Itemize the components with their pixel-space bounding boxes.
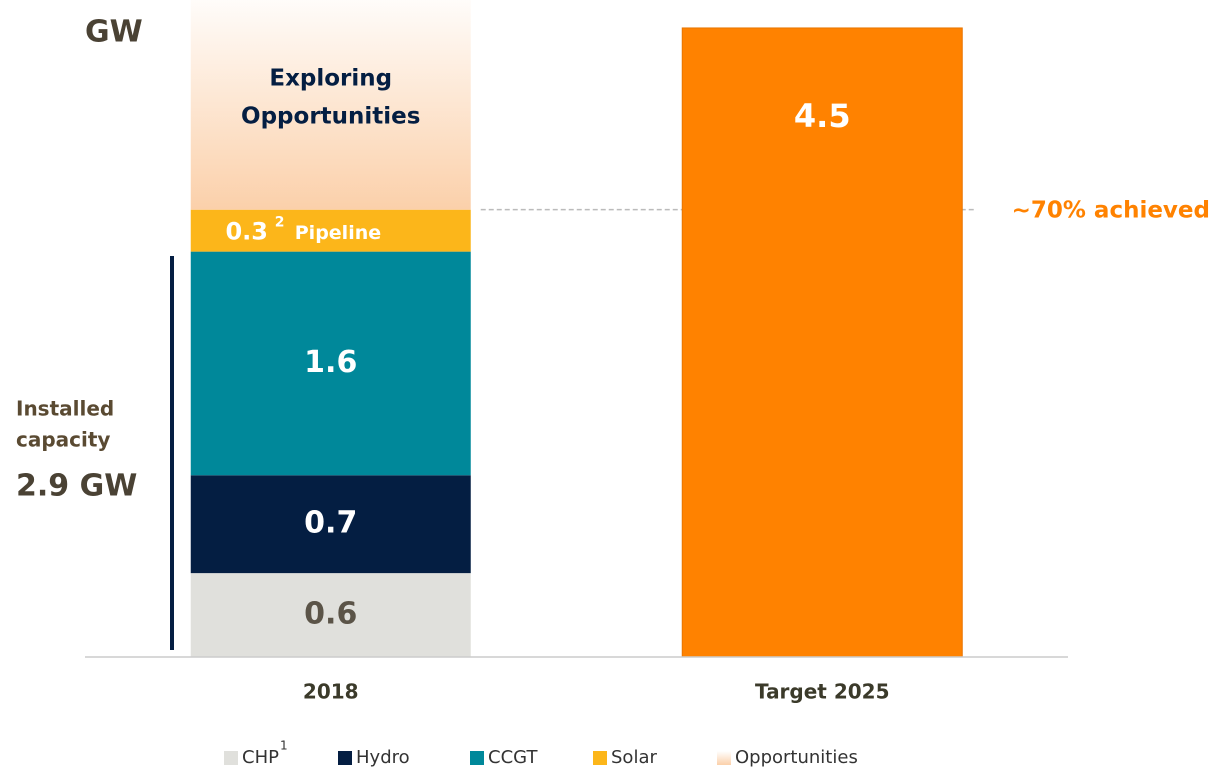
footnote: 2 [275, 215, 285, 231]
data-label: 0.3 [225, 218, 268, 246]
segment-annotation: Exploring [269, 65, 392, 91]
segment-annotation: Opportunities [241, 103, 420, 129]
installed-label: capacity [16, 428, 110, 452]
data-label: 0.7 [304, 506, 357, 541]
legend-swatch [224, 751, 238, 765]
data-label-suffix: Pipeline [295, 222, 381, 244]
x-tick-label: 2018 [303, 680, 359, 704]
bar-segment [190, 0, 471, 210]
data-label: 4.5 [794, 97, 851, 135]
unit-label: GW [85, 15, 143, 50]
x-tick-label: Target 2025 [755, 680, 890, 704]
achieved-label: ~70% achieved [1012, 198, 1210, 224]
legend-swatch [470, 751, 484, 765]
legend-swatch [593, 751, 607, 765]
installed-label: Installed [16, 397, 114, 421]
data-label: 1.6 [304, 345, 357, 380]
bar-segment [190, 573, 471, 657]
legend-swatch [338, 751, 352, 765]
legend-label: Opportunities [735, 747, 858, 768]
bar-segment [190, 475, 471, 574]
data-label: 0.6 [304, 597, 357, 632]
legend-label: Solar [611, 747, 657, 768]
legend-swatch [717, 751, 731, 765]
legend-footnote: 1 [280, 739, 288, 753]
legend-label: CHP [242, 747, 279, 768]
legend-label: Hydro [356, 747, 410, 768]
bar-segment [190, 251, 471, 476]
legend-label: CCGT [488, 747, 538, 768]
installed-total: 2.9 GW [16, 469, 137, 504]
target-bar [681, 27, 963, 658]
bar-segment [190, 209, 471, 252]
